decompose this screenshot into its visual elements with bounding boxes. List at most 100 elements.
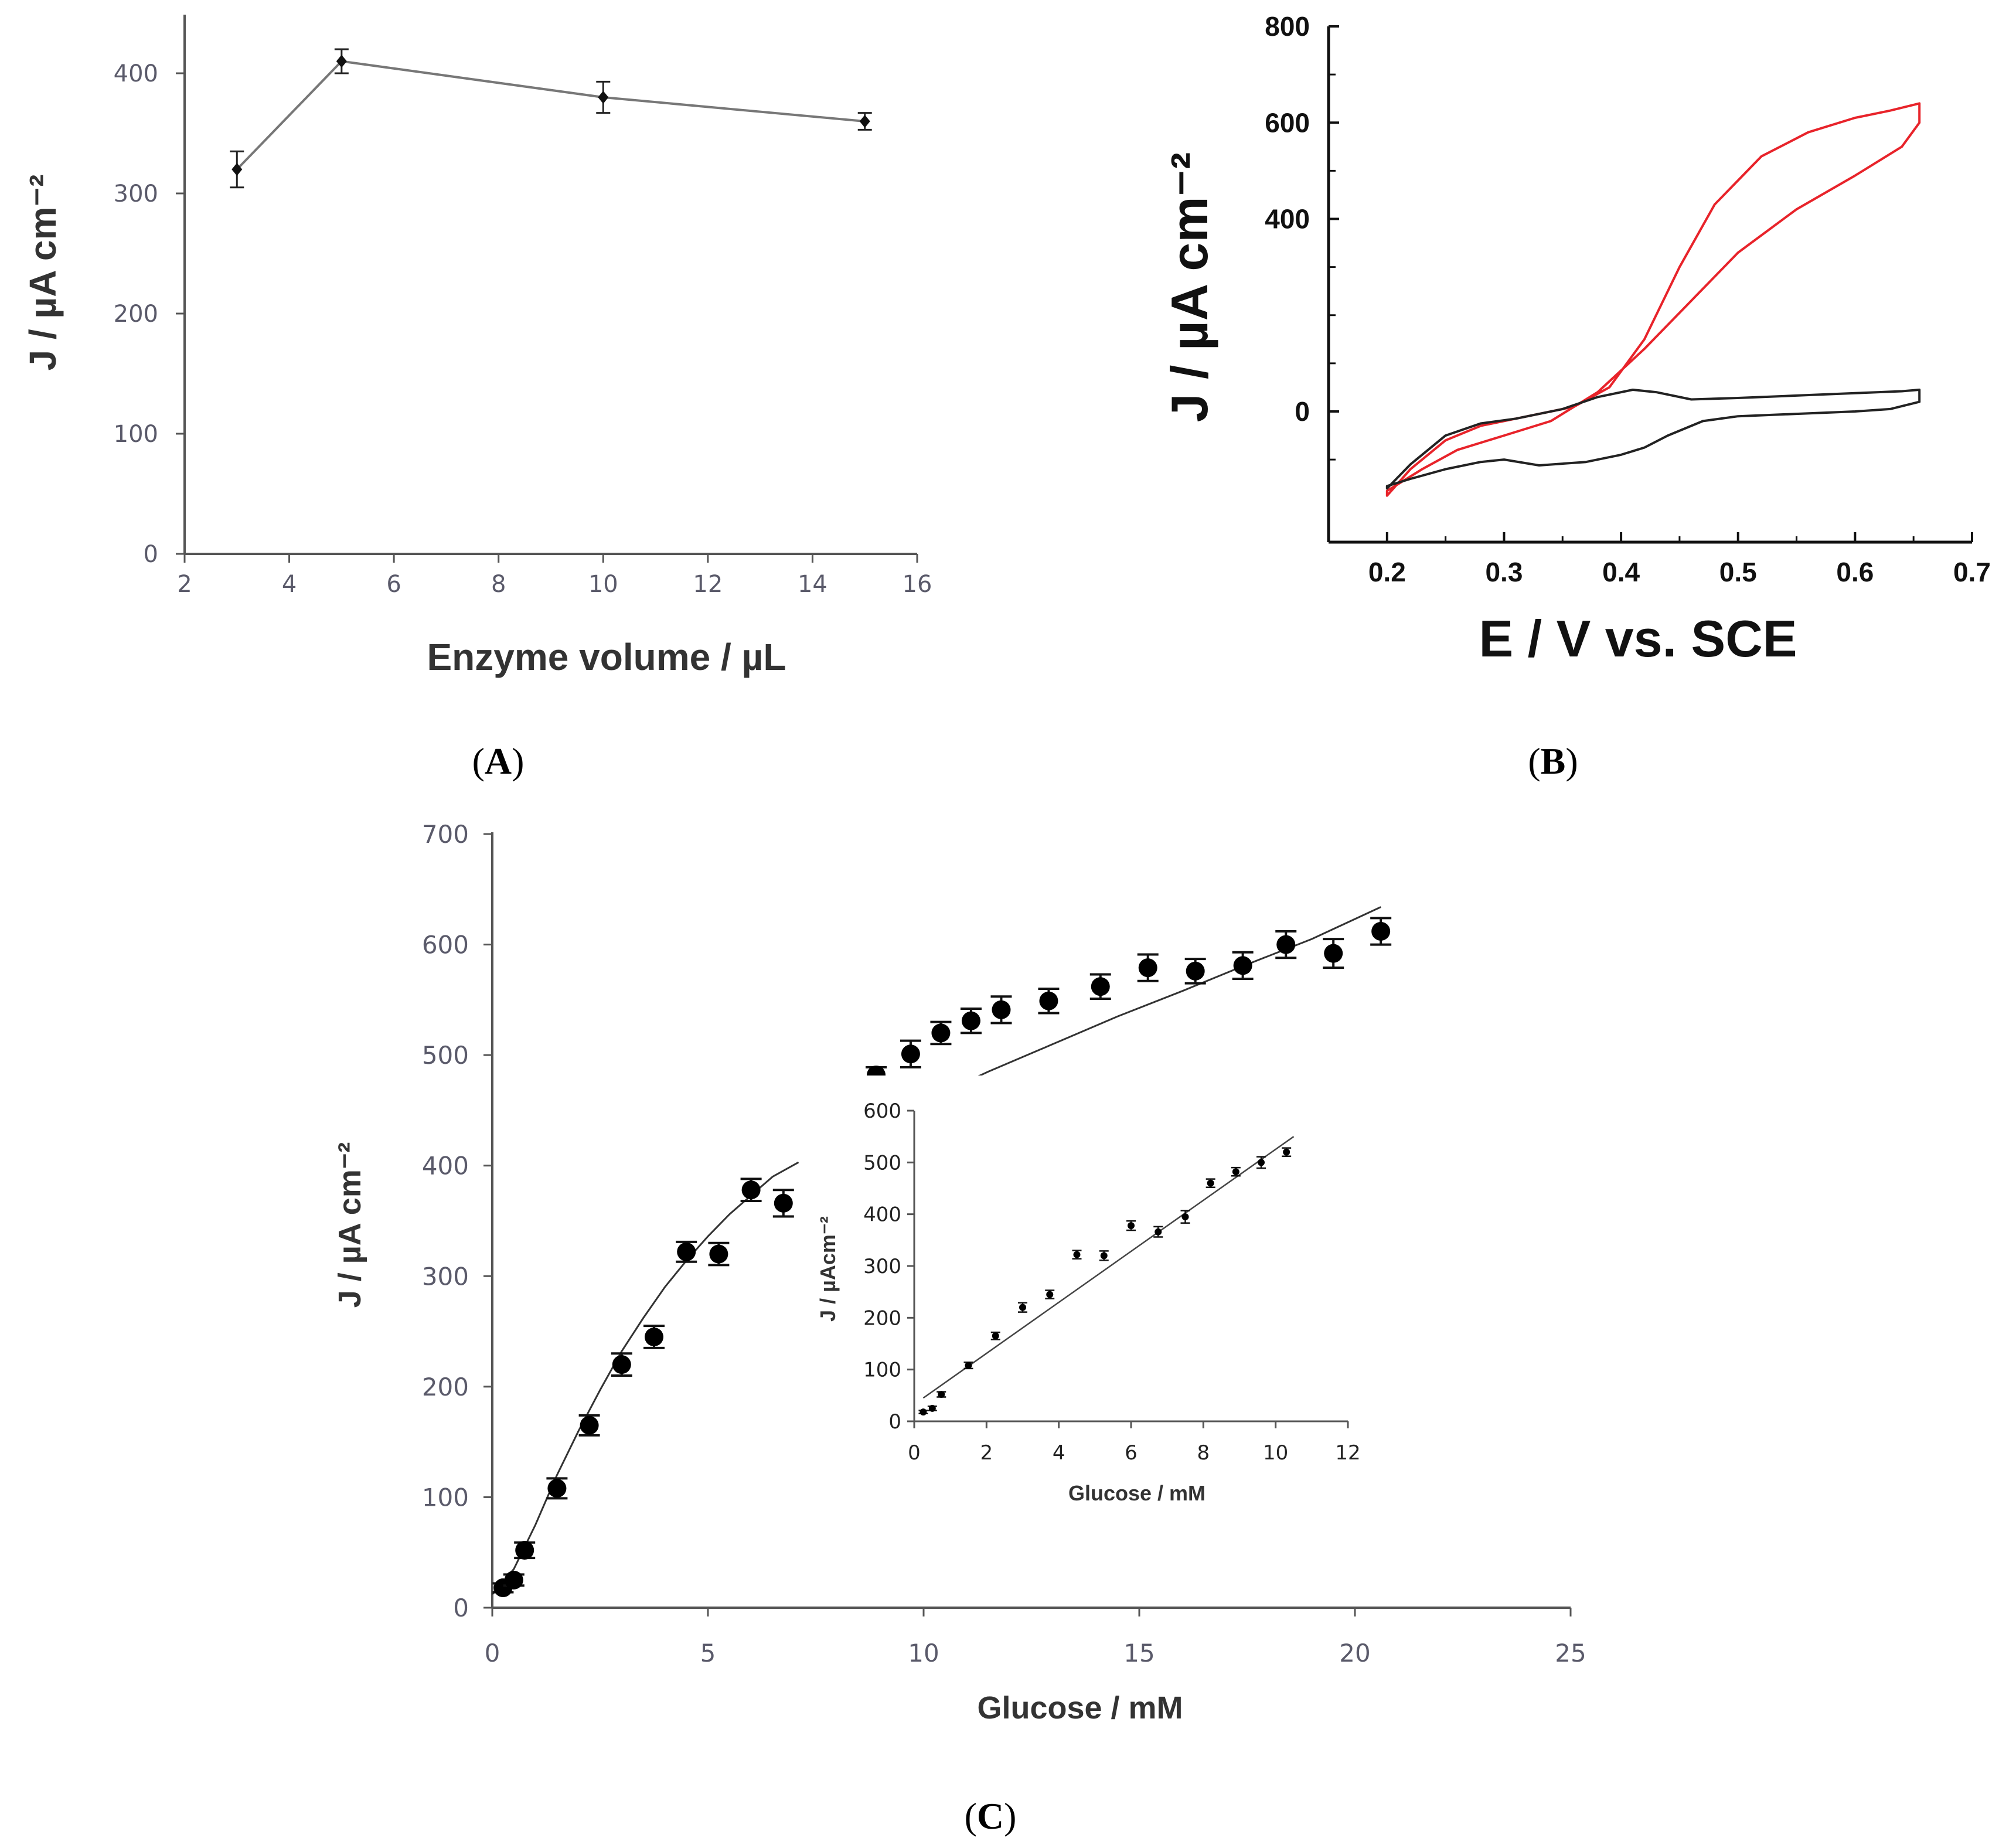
x-tick-label: 10 [1263, 1441, 1288, 1465]
data-point [859, 115, 870, 128]
data-point [1046, 1291, 1054, 1298]
x-tick-label: 12 [1335, 1441, 1360, 1465]
data-point [1232, 1168, 1239, 1176]
y-axis-label: J / µA cm⁻² [332, 1142, 367, 1308]
data-point [231, 163, 243, 176]
y-tick-label: 800 [1265, 11, 1310, 42]
y-tick-label: 0 [888, 1410, 901, 1434]
y-axis-label: J / µAcm⁻² [816, 1216, 840, 1322]
data-point [1128, 1222, 1135, 1230]
x-tick-label: 6 [386, 571, 401, 598]
y-tick-label: 200 [863, 1306, 901, 1330]
data-point [931, 1023, 951, 1043]
data-point [928, 1404, 936, 1412]
x-tick-label: 0 [485, 1639, 500, 1667]
data-point [598, 91, 609, 104]
data-point [547, 1479, 567, 1498]
x-tick-label: 0.3 [1485, 557, 1523, 587]
data-point [580, 1415, 599, 1435]
panel-label-c: (C) [965, 1795, 1017, 1837]
data-point [965, 1362, 972, 1369]
y-tick-label: 400 [422, 1152, 469, 1180]
x-tick-label: 6 [1125, 1441, 1138, 1465]
chart-inset: 0 2 4 6 8 10 12 0 100 200 300 400 500 600 Glucose / m… [816, 1076, 1395, 1515]
data-point [336, 55, 347, 68]
y-tick-label: 400 [114, 60, 158, 87]
x-tick-label: 20 [1339, 1639, 1370, 1667]
data-point [645, 1328, 663, 1346]
x-tick-label: 0.2 [1368, 557, 1406, 587]
x-tick-label: 25 [1555, 1639, 1586, 1667]
x-axis-label: Glucose / mM [1068, 1481, 1205, 1505]
data-point [1207, 1179, 1214, 1187]
y-tick-label: 600 [1265, 107, 1310, 138]
data-point [515, 1540, 534, 1560]
data-point [901, 1044, 920, 1064]
data-point [612, 1355, 631, 1374]
data-point [992, 1000, 1011, 1019]
x-tick-label: 16 [903, 571, 932, 598]
y-tick-label: 100 [114, 421, 158, 448]
x-axis-label: Enzyme volume / µL [427, 636, 786, 678]
data-point [741, 1180, 761, 1200]
y-tick-label: 0 [144, 541, 158, 568]
series-line [236, 60, 865, 171]
x-tick-label: 10 [588, 571, 618, 598]
data-point [1186, 961, 1205, 981]
x-tick-label: 12 [693, 571, 723, 598]
data-point [1371, 921, 1391, 941]
data-point [709, 1244, 728, 1264]
data-point [677, 1242, 696, 1261]
data-point [1276, 935, 1296, 954]
data-point [1233, 956, 1252, 975]
data-point [1181, 1213, 1189, 1221]
chart-panel-a: 2 4 6 8 10 12 14 16 0 100 200 300 400 Enzyme volume … [22, 15, 932, 678]
x-tick-label: 8 [1197, 1441, 1210, 1465]
x-tick-label: 2 [177, 571, 192, 598]
cv-curve-red [1385, 102, 1921, 497]
y-tick-label: 600 [863, 1100, 901, 1123]
data-point [961, 1011, 980, 1030]
y-tick-label: 100 [422, 1483, 469, 1512]
panel-label-b: (B) [1528, 740, 1578, 782]
x-tick-label: 2 [980, 1441, 993, 1465]
y-tick-label: 300 [422, 1262, 469, 1291]
y-tick-label: 500 [422, 1041, 469, 1070]
x-tick-label: 5 [700, 1639, 716, 1667]
y-tick-label: 700 [422, 820, 469, 849]
x-tick-label: 0.6 [1836, 557, 1874, 587]
data-point [1091, 977, 1110, 996]
data-point [504, 1570, 523, 1590]
data-point [1258, 1159, 1265, 1166]
x-tick-label: 4 [1053, 1441, 1065, 1465]
y-tick-label: 400 [1265, 204, 1310, 234]
x-tick-label: 0.7 [1953, 557, 1991, 587]
data-point [1019, 1304, 1026, 1311]
chart-panel-b: 0.2 0.3 0.4 0.5 0.6 0.7 0 400 600 800 E / V vs. S… [1160, 11, 1991, 668]
x-axis-label: Glucose / mM [977, 1690, 1183, 1726]
data-point [1283, 1148, 1290, 1156]
x-axis-label: E / V vs. SCE [1479, 610, 1797, 668]
y-tick-label: 600 [422, 931, 469, 959]
x-tick-label: 4 [282, 571, 297, 598]
x-tick-label: 14 [798, 571, 827, 598]
y-tick-label: 0 [1295, 396, 1310, 427]
x-tick-label: 0 [908, 1441, 921, 1465]
fit-curve-lower [491, 1161, 799, 1595]
data-point [992, 1332, 999, 1340]
x-tick-label: 8 [491, 571, 506, 598]
x-tick-label: 15 [1123, 1639, 1155, 1667]
x-tick-label: 0.4 [1602, 557, 1640, 587]
data-point [1155, 1228, 1162, 1236]
y-tick-label: 400 [863, 1203, 901, 1227]
inset-background [844, 1076, 1395, 1515]
y-tick-label: 200 [422, 1373, 469, 1401]
y-tick-label: 300 [863, 1255, 901, 1278]
panel-label-a: (A) [472, 740, 525, 782]
data-point [1073, 1251, 1081, 1258]
data-point [774, 1193, 793, 1213]
cv-curve-black [1385, 389, 1921, 490]
y-tick-label: 200 [114, 301, 158, 328]
